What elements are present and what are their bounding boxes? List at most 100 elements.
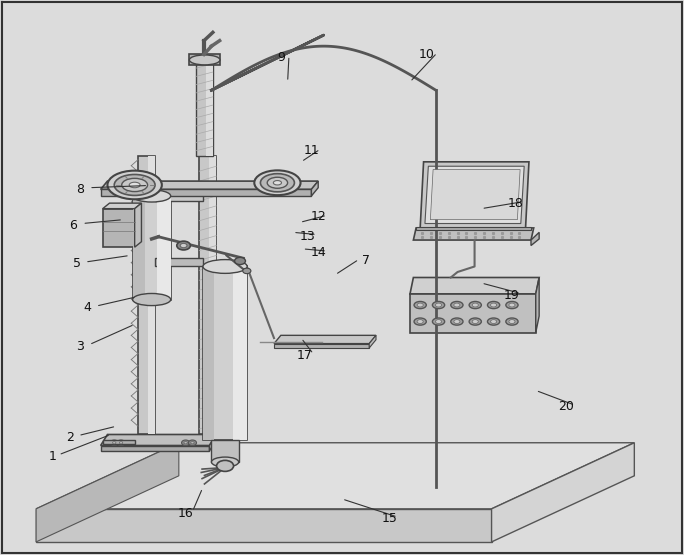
Text: 8: 8 bbox=[76, 183, 84, 196]
Polygon shape bbox=[410, 278, 539, 294]
Text: 7: 7 bbox=[362, 255, 370, 268]
Polygon shape bbox=[199, 157, 216, 435]
Ellipse shape bbox=[191, 442, 194, 444]
Ellipse shape bbox=[490, 303, 497, 307]
Polygon shape bbox=[413, 228, 534, 240]
Ellipse shape bbox=[414, 318, 426, 325]
Polygon shape bbox=[531, 233, 539, 245]
Text: 3: 3 bbox=[77, 340, 84, 353]
Text: 19: 19 bbox=[504, 289, 520, 301]
Polygon shape bbox=[425, 166, 524, 224]
Polygon shape bbox=[157, 196, 171, 300]
Text: 20: 20 bbox=[558, 401, 575, 413]
Ellipse shape bbox=[274, 180, 282, 185]
Polygon shape bbox=[536, 278, 539, 332]
Text: 9: 9 bbox=[277, 51, 285, 64]
Ellipse shape bbox=[188, 440, 196, 446]
Polygon shape bbox=[133, 196, 171, 300]
Text: 4: 4 bbox=[83, 301, 91, 314]
Polygon shape bbox=[430, 169, 520, 220]
Polygon shape bbox=[36, 443, 179, 542]
Ellipse shape bbox=[451, 301, 463, 309]
Polygon shape bbox=[135, 203, 142, 247]
Ellipse shape bbox=[211, 457, 239, 467]
Text: 17: 17 bbox=[297, 349, 313, 362]
Polygon shape bbox=[410, 294, 536, 332]
Text: 15: 15 bbox=[382, 512, 397, 525]
Polygon shape bbox=[148, 157, 155, 435]
Ellipse shape bbox=[472, 320, 478, 324]
Ellipse shape bbox=[113, 442, 116, 444]
Ellipse shape bbox=[453, 303, 460, 307]
Ellipse shape bbox=[488, 318, 500, 325]
Polygon shape bbox=[420, 162, 529, 228]
Text: 1: 1 bbox=[49, 450, 57, 463]
Polygon shape bbox=[416, 227, 531, 230]
Ellipse shape bbox=[506, 318, 518, 325]
Ellipse shape bbox=[469, 318, 482, 325]
Polygon shape bbox=[274, 335, 376, 344]
Ellipse shape bbox=[472, 303, 478, 307]
Polygon shape bbox=[103, 209, 135, 247]
Polygon shape bbox=[155, 258, 202, 266]
Ellipse shape bbox=[451, 318, 463, 325]
Text: 14: 14 bbox=[311, 246, 326, 259]
Ellipse shape bbox=[254, 170, 300, 195]
Text: 18: 18 bbox=[508, 196, 523, 210]
Text: 2: 2 bbox=[66, 431, 74, 444]
Polygon shape bbox=[209, 157, 216, 435]
Polygon shape bbox=[133, 196, 145, 300]
Ellipse shape bbox=[217, 461, 233, 471]
Polygon shape bbox=[492, 443, 634, 542]
Polygon shape bbox=[101, 181, 318, 189]
Polygon shape bbox=[233, 266, 247, 440]
Ellipse shape bbox=[436, 320, 442, 324]
Ellipse shape bbox=[180, 243, 187, 248]
Text: 5: 5 bbox=[73, 257, 81, 270]
Ellipse shape bbox=[417, 303, 423, 307]
Polygon shape bbox=[101, 189, 311, 196]
Polygon shape bbox=[103, 440, 135, 444]
Ellipse shape bbox=[107, 170, 162, 199]
Ellipse shape bbox=[414, 301, 426, 309]
Ellipse shape bbox=[122, 178, 148, 191]
Ellipse shape bbox=[184, 442, 187, 444]
Text: 13: 13 bbox=[300, 230, 316, 243]
Polygon shape bbox=[196, 57, 213, 157]
Ellipse shape bbox=[453, 320, 460, 324]
Ellipse shape bbox=[189, 55, 220, 65]
Ellipse shape bbox=[417, 320, 423, 324]
Ellipse shape bbox=[243, 268, 251, 274]
Text: 12: 12 bbox=[311, 210, 326, 224]
Ellipse shape bbox=[133, 190, 171, 202]
Polygon shape bbox=[101, 435, 216, 446]
Ellipse shape bbox=[119, 442, 122, 444]
Ellipse shape bbox=[490, 320, 497, 324]
Ellipse shape bbox=[509, 303, 515, 307]
Polygon shape bbox=[36, 443, 634, 509]
Polygon shape bbox=[101, 446, 209, 451]
Ellipse shape bbox=[432, 301, 445, 309]
Text: 16: 16 bbox=[178, 507, 194, 519]
Polygon shape bbox=[202, 266, 247, 440]
Polygon shape bbox=[189, 54, 220, 65]
Polygon shape bbox=[369, 335, 376, 348]
Ellipse shape bbox=[129, 182, 140, 188]
Ellipse shape bbox=[506, 301, 518, 309]
Polygon shape bbox=[103, 203, 142, 209]
Ellipse shape bbox=[469, 301, 482, 309]
Ellipse shape bbox=[117, 440, 125, 446]
Ellipse shape bbox=[432, 318, 445, 325]
Polygon shape bbox=[211, 440, 239, 462]
Ellipse shape bbox=[261, 174, 294, 192]
Ellipse shape bbox=[176, 241, 190, 250]
Polygon shape bbox=[138, 157, 155, 435]
Polygon shape bbox=[206, 57, 213, 157]
Text: 10: 10 bbox=[419, 48, 435, 61]
Ellipse shape bbox=[436, 303, 442, 307]
Ellipse shape bbox=[267, 177, 287, 188]
Ellipse shape bbox=[488, 301, 500, 309]
Polygon shape bbox=[36, 509, 492, 542]
Text: 11: 11 bbox=[304, 144, 319, 157]
Ellipse shape bbox=[110, 440, 118, 446]
